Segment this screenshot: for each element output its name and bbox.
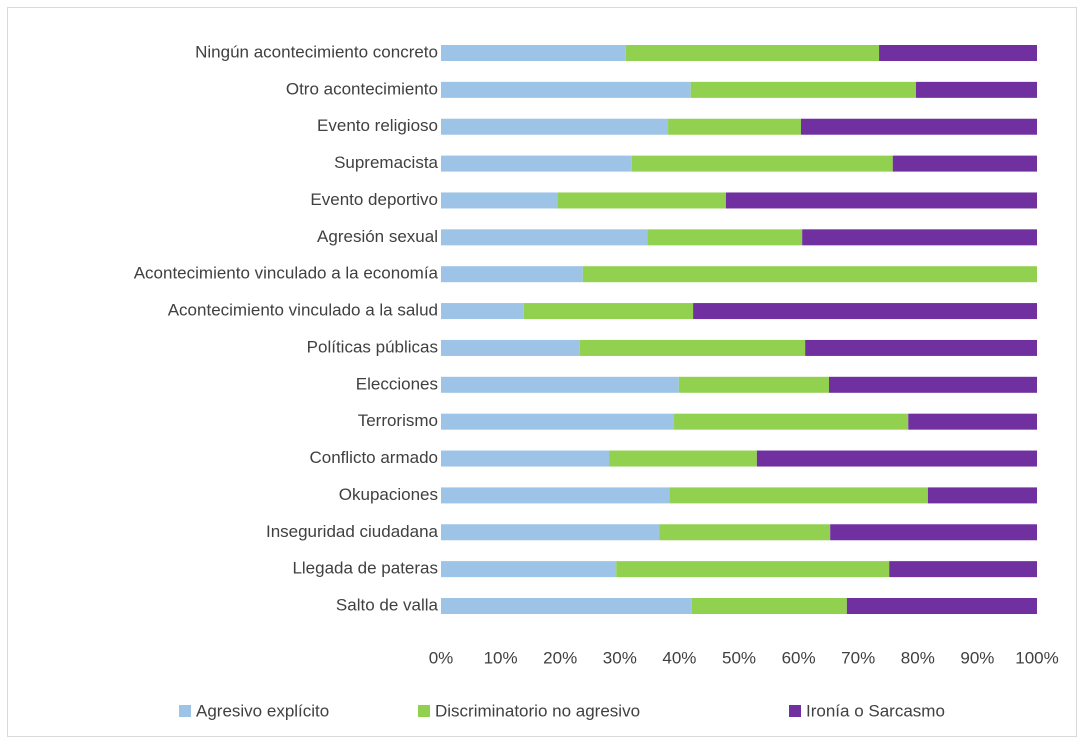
bar-segment xyxy=(625,45,880,61)
y-tick-label: Ningún acontecimiento concreto xyxy=(195,42,438,61)
bar-segment xyxy=(693,303,1037,320)
legend-label: Discriminatorio no agresivo xyxy=(435,701,640,720)
bar-segment xyxy=(830,524,1037,541)
bar-segment xyxy=(441,266,583,283)
bar-segment xyxy=(690,81,917,98)
bar-segment xyxy=(441,81,691,98)
y-tick-label: Evento religioso xyxy=(317,116,438,135)
x-tick-label: 60% xyxy=(782,648,816,667)
bar-segment xyxy=(916,81,1037,98)
y-tick-label: Acontecimiento vinculado a la salud xyxy=(168,301,438,320)
bar-segment xyxy=(441,339,580,356)
x-tick-label: 0% xyxy=(429,648,454,667)
bar-segment xyxy=(805,339,1037,356)
x-tick-label: 40% xyxy=(662,648,696,667)
bar-segment xyxy=(892,155,1037,172)
bar-segment xyxy=(691,598,847,614)
bar-segment xyxy=(441,450,610,467)
legend-swatch xyxy=(179,705,191,717)
y-tick-label: Inseguridad ciudadana xyxy=(266,522,439,541)
bar-segment xyxy=(879,45,1037,61)
bar-segment xyxy=(647,229,803,246)
y-tick-label: Conflicto armado xyxy=(309,448,438,467)
x-tick-label: 80% xyxy=(901,648,935,667)
legend-swatch xyxy=(418,705,430,717)
x-tick-label: 50% xyxy=(722,648,756,667)
legend-label: Agresivo explícito xyxy=(196,701,329,720)
bar-segment xyxy=(631,155,893,172)
x-tick-label: 20% xyxy=(543,648,577,667)
y-tick-label: Acontecimiento vinculado a la economía xyxy=(134,264,439,283)
bar-segment xyxy=(441,376,679,393)
bar-segment xyxy=(678,376,829,393)
bar-segment xyxy=(441,598,692,614)
bar-segment xyxy=(441,192,558,209)
bar-segment xyxy=(441,155,632,172)
bar-segment xyxy=(802,229,1037,246)
bar-segment xyxy=(674,413,909,430)
bar-segment xyxy=(441,524,660,541)
y-tick-label: Terrorismo xyxy=(358,411,438,430)
x-tick-label: 90% xyxy=(960,648,994,667)
bar-segment xyxy=(616,561,890,578)
bar-segment xyxy=(557,192,726,209)
bar-segment xyxy=(579,339,806,356)
y-tick-label: Políticas públicas xyxy=(307,337,438,356)
legend-swatch xyxy=(789,705,801,717)
y-tick-label: Otro acontecimiento xyxy=(286,79,438,98)
bar-segment xyxy=(756,450,1037,467)
y-tick-label: Evento deportivo xyxy=(310,190,438,209)
bar-segment xyxy=(441,45,626,61)
bar-segment xyxy=(441,118,669,135)
bar-segment xyxy=(441,487,670,504)
legend-label: Ironía o Sarcasmo xyxy=(806,701,945,720)
bar-segment xyxy=(669,487,928,504)
y-tick-label: Salto de valla xyxy=(336,595,439,614)
x-tick-label: 70% xyxy=(841,648,875,667)
y-tick-label: Okupaciones xyxy=(339,485,438,504)
bar-segment xyxy=(800,118,1037,135)
bar-segment xyxy=(828,376,1037,393)
bar-segment xyxy=(441,303,524,320)
y-tick-label: Agresión sexual xyxy=(317,227,438,246)
y-tick-label: Llegada de pateras xyxy=(292,559,438,578)
bar-segment xyxy=(846,598,1037,614)
bar-segment xyxy=(725,192,1037,209)
chart-frame xyxy=(7,7,1077,737)
bar-segment xyxy=(889,561,1037,578)
x-tick-label: 10% xyxy=(484,648,518,667)
bar-segment xyxy=(659,524,831,541)
x-tick-label: 30% xyxy=(603,648,637,667)
bar-segment xyxy=(441,229,648,246)
bar-segment xyxy=(441,561,617,578)
bar-segment xyxy=(523,303,694,320)
x-tick-label: 100% xyxy=(1015,648,1058,667)
bar-segment xyxy=(668,118,801,135)
bar-segment xyxy=(582,266,1037,283)
y-tick-label: Elecciones xyxy=(356,374,438,393)
bar-segment xyxy=(908,413,1037,430)
bar-segment xyxy=(927,487,1037,504)
bar-segment xyxy=(609,450,757,467)
y-tick-label: Supremacista xyxy=(334,153,438,172)
bar-segment xyxy=(441,413,675,430)
